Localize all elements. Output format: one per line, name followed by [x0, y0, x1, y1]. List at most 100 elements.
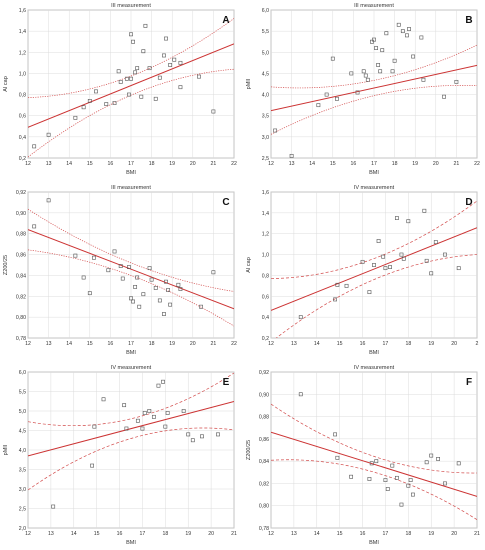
- x-tick-label: 20: [451, 531, 457, 537]
- regression-line: [271, 64, 477, 112]
- data-point: [163, 424, 168, 429]
- y-tick-label: 0,90: [16, 211, 26, 217]
- data-point: [129, 296, 133, 301]
- x-tick-label: 20: [451, 341, 457, 347]
- x-tick-label: 21: [211, 161, 217, 167]
- y-tick-label: 0,6: [262, 294, 269, 300]
- y-tick-label: 0,90: [259, 392, 269, 398]
- y-tick-label: 3,5: [19, 468, 26, 474]
- data-point: [156, 383, 161, 388]
- data-point: [436, 457, 440, 461]
- data-point: [112, 101, 117, 105]
- x-tick-label: 17: [128, 341, 134, 347]
- x-tick-label: 17: [128, 161, 134, 167]
- data-point: [289, 153, 294, 158]
- chart-panel-f: IV measurement 0,78 0,80 0,82 0,84 0,86 0,88 0,…: [246, 365, 480, 546]
- y-tick-label: 0,78: [259, 526, 269, 532]
- y-axis-label: Z200/25: [246, 440, 252, 460]
- data-point: [324, 92, 329, 97]
- data-point: [81, 105, 86, 110]
- data-point: [298, 315, 303, 320]
- x-tick-label: 17: [383, 531, 389, 537]
- data-point: [168, 63, 173, 67]
- y-tick-label: 3,5: [262, 114, 269, 120]
- y-tick-label: 0,84: [259, 459, 269, 465]
- data-point: [112, 249, 117, 254]
- panel-title: III measurement: [111, 3, 151, 9]
- data-point: [197, 74, 201, 79]
- x-tick-label: 16: [108, 161, 114, 167]
- data-point: [149, 277, 154, 282]
- x-tick-label: 19: [412, 161, 418, 167]
- y-tick-label: 3,0: [262, 135, 269, 141]
- y-axis-label: AI cap: [246, 257, 252, 273]
- data-point: [394, 216, 399, 220]
- x-tick-label: 14: [66, 341, 72, 347]
- data-point: [118, 79, 123, 84]
- data-point: [406, 483, 411, 488]
- data-point: [422, 208, 427, 213]
- data-point: [133, 70, 138, 75]
- x-tick-label: 15: [337, 531, 343, 537]
- data-point: [360, 259, 365, 264]
- data-point: [92, 255, 96, 260]
- data-point: [424, 258, 429, 263]
- x-tick-label: 14: [71, 531, 77, 537]
- x-tick-label: 19: [169, 161, 175, 167]
- x-tick-label: 16: [108, 341, 114, 347]
- x-tick-label: 13: [289, 161, 295, 167]
- data-point: [407, 27, 411, 31]
- x-tick-label: 17: [371, 161, 377, 167]
- data-point: [344, 283, 349, 288]
- data-point: [135, 418, 140, 423]
- data-point: [87, 99, 92, 103]
- x-tick-label: 19: [185, 531, 191, 537]
- x-tick-label: 21: [211, 341, 217, 347]
- panel-title: III measurement: [354, 3, 394, 9]
- data-point: [365, 77, 370, 82]
- y-tick-label: 3,0: [19, 487, 26, 493]
- data-point: [94, 89, 98, 94]
- y-tick-label: 0,78: [16, 336, 26, 342]
- data-point: [199, 304, 203, 309]
- y-tick-label: 6,0: [19, 370, 26, 376]
- x-tick-label: 20: [190, 161, 196, 167]
- y-axis-label: Z200/25: [3, 255, 9, 275]
- y-axis-label: pMII: [3, 444, 9, 455]
- x-tick-label: 2: [476, 341, 479, 347]
- data-point: [141, 292, 146, 297]
- data-point: [161, 379, 165, 384]
- panel-letter: C: [222, 197, 229, 208]
- y-tick-label: 0,86: [16, 253, 26, 259]
- confidence-lower: [28, 68, 234, 158]
- x-tick-label: 13: [46, 341, 52, 347]
- data-point: [178, 287, 183, 291]
- data-point: [153, 96, 158, 101]
- x-tick-label: 19: [428, 531, 434, 537]
- data-point: [129, 32, 133, 37]
- x-tick-label: 12: [25, 531, 31, 537]
- data-point: [396, 22, 401, 27]
- chart-panel-a: III measurement 0,2 0,4 0,6 0,8 1,0 1,2 1,4 1,6 1…: [3, 3, 237, 176]
- confidence-upper: [271, 403, 477, 474]
- data-point: [361, 69, 366, 74]
- data-point: [400, 29, 405, 34]
- panel-letter: F: [466, 377, 472, 388]
- y-tick-label: 0,82: [16, 294, 26, 300]
- data-point: [211, 109, 216, 114]
- panel-title: IV measurement: [354, 185, 395, 191]
- data-point: [124, 426, 129, 431]
- x-tick-label: 19: [428, 341, 434, 347]
- data-point: [369, 461, 374, 466]
- data-point: [92, 424, 97, 429]
- x-tick-label: 14: [309, 161, 315, 167]
- data-point: [135, 275, 140, 280]
- x-axis-label: BMI: [126, 350, 136, 356]
- y-tick-label: 2,0: [19, 526, 26, 532]
- data-point: [164, 279, 168, 284]
- data-point: [131, 299, 135, 304]
- data-point: [178, 60, 183, 65]
- x-tick-label: 22: [231, 341, 237, 347]
- y-tick-label: 1,0: [262, 253, 269, 259]
- data-point: [376, 63, 381, 67]
